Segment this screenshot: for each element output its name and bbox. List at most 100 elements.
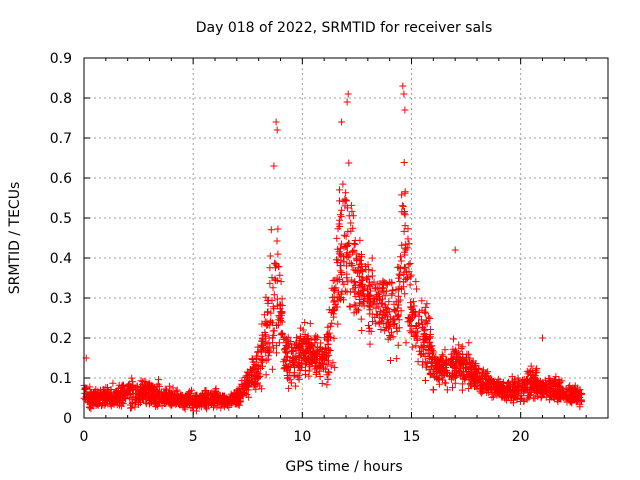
data-point (441, 379, 449, 387)
data-point (101, 397, 109, 405)
data-point (284, 374, 291, 382)
data-point (499, 378, 507, 386)
data-point (393, 324, 401, 332)
data-point (269, 284, 277, 292)
data-point (338, 288, 346, 296)
data-point (137, 377, 145, 385)
data-point (336, 186, 343, 194)
data-point (386, 332, 394, 339)
data-point (527, 362, 535, 370)
data-point (423, 320, 431, 328)
data-point (356, 281, 364, 289)
data-point (526, 386, 534, 394)
data-point (350, 309, 358, 317)
data-point (380, 288, 388, 296)
data-point (422, 358, 430, 366)
data-point (450, 335, 457, 343)
data-point (321, 356, 328, 364)
data-point (354, 288, 362, 296)
data-point (358, 327, 366, 334)
data-point (155, 376, 162, 384)
data-point (281, 345, 289, 353)
data-point (167, 390, 175, 398)
data-point (242, 372, 250, 380)
data-point (404, 318, 412, 326)
data-point (413, 285, 421, 293)
data-point (213, 396, 221, 404)
data-point (386, 321, 394, 329)
data-point (341, 287, 349, 295)
data-point (190, 400, 198, 408)
data-point (340, 243, 348, 251)
data-point (261, 329, 269, 336)
data-point (434, 375, 442, 383)
data-point (527, 377, 535, 385)
data-point (281, 334, 289, 342)
data-point (347, 260, 355, 268)
data-point (358, 277, 366, 284)
data-point (273, 237, 281, 245)
data-point (120, 393, 128, 401)
data-point (201, 400, 209, 408)
data-point (385, 308, 393, 316)
data-point (407, 271, 415, 279)
data-point (270, 291, 278, 299)
data-point (504, 379, 512, 387)
data-point (239, 386, 247, 394)
data-point (318, 346, 326, 354)
data-point (338, 206, 346, 214)
data-point (476, 378, 484, 386)
data-point (158, 402, 166, 410)
data-point (400, 90, 408, 98)
data-point (372, 319, 380, 327)
data-point (340, 258, 348, 266)
data-point (262, 339, 270, 347)
x-axis-label: GPS time / hours (285, 459, 402, 475)
data-point (323, 352, 331, 360)
data-point (478, 374, 486, 382)
data-point (166, 382, 174, 390)
data-point (136, 395, 143, 403)
data-point (289, 355, 297, 362)
data-point (81, 389, 89, 397)
data-point (385, 298, 393, 306)
data-point (314, 343, 322, 351)
data-point (334, 320, 342, 328)
data-point (131, 393, 139, 401)
data-point (243, 377, 251, 385)
data-point (563, 391, 571, 399)
data-point (465, 339, 473, 347)
data-point (573, 384, 581, 392)
data-point (334, 225, 342, 233)
data-point (118, 383, 126, 391)
data-point (457, 357, 465, 365)
data-point (139, 384, 147, 392)
data-point (319, 355, 327, 363)
data-point (338, 118, 346, 126)
data-point (285, 384, 293, 392)
data-point (452, 346, 460, 354)
data-point (455, 341, 463, 349)
data-point (365, 281, 373, 289)
data-point (400, 159, 408, 166)
data-point (258, 344, 266, 352)
data-point (415, 312, 423, 320)
data-point (385, 324, 393, 332)
data-point (533, 365, 541, 373)
y-tick-labels: 0 0.1 0.2 0.3 0.4 0.5 0.6 0.7 0.8 0.9 (50, 51, 72, 427)
data-point (350, 301, 358, 309)
data-point (401, 264, 409, 272)
data-point (376, 296, 384, 304)
data-point (141, 392, 149, 400)
y-tick-label: 0.4 (50, 251, 72, 267)
axis-ticks (83, 57, 608, 419)
data-point (226, 393, 234, 401)
data-point (140, 391, 148, 399)
data-point (305, 372, 313, 380)
data-point (365, 302, 373, 310)
data-point (306, 320, 314, 328)
data-point (326, 347, 334, 354)
data-point (151, 388, 158, 396)
data-point (402, 339, 410, 347)
data-point (422, 346, 430, 353)
